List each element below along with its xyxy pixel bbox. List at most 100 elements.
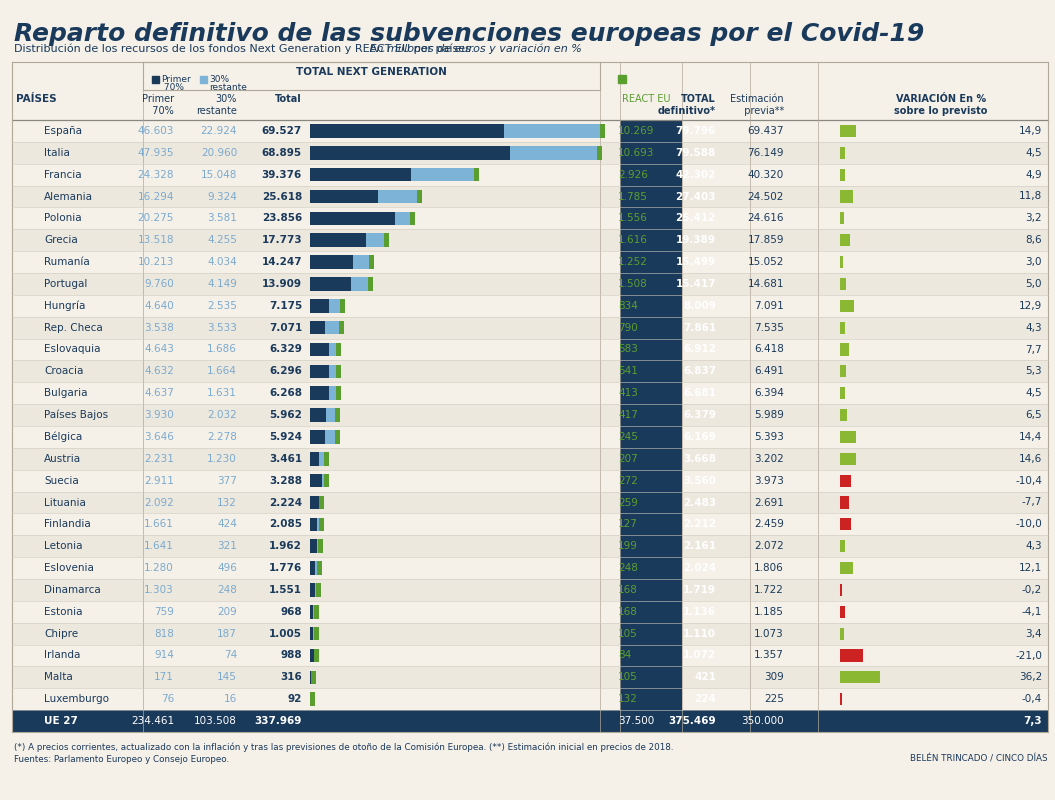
Text: 4,3: 4,3	[1025, 322, 1042, 333]
Bar	[620, 688, 682, 710]
Text: En millones de euros y variación en %: En millones de euros y variación en %	[366, 44, 582, 54]
Text: 2.535: 2.535	[207, 301, 237, 310]
Bar	[12, 251, 1048, 273]
Bar	[310, 124, 504, 138]
Bar	[620, 666, 682, 688]
Text: Austria: Austria	[44, 454, 81, 464]
Text: 5,3: 5,3	[1025, 366, 1042, 376]
Text: Primer
  70%: Primer 70%	[141, 94, 174, 115]
Text: 225: 225	[764, 694, 784, 704]
Text: 7.071: 7.071	[269, 322, 302, 333]
Text: 337.969: 337.969	[254, 716, 302, 726]
Bar	[620, 470, 682, 491]
Bar	[620, 514, 682, 535]
Text: 9.760: 9.760	[145, 279, 174, 289]
Text: 3,4: 3,4	[1025, 629, 1042, 638]
Text: 2.926: 2.926	[618, 170, 648, 180]
Bar	[310, 562, 315, 575]
Bar	[12, 514, 1048, 535]
Text: Rumanía: Rumanía	[44, 257, 90, 267]
Text: Primer: Primer	[161, 75, 191, 84]
Bar	[314, 649, 319, 662]
Text: 103.508: 103.508	[194, 716, 237, 726]
Text: 6,5: 6,5	[1025, 410, 1042, 420]
Bar	[316, 518, 319, 531]
Bar	[334, 430, 340, 444]
Bar	[12, 557, 1048, 579]
Bar	[310, 627, 313, 641]
Text: 15.417: 15.417	[675, 279, 716, 289]
Bar	[840, 387, 845, 399]
Text: 187: 187	[217, 629, 237, 638]
Bar	[310, 365, 329, 378]
Bar	[620, 535, 682, 557]
Text: 6.268: 6.268	[269, 388, 302, 398]
Bar	[320, 452, 325, 466]
Text: 8.009: 8.009	[684, 301, 716, 310]
Bar	[620, 426, 682, 448]
Text: 1.357: 1.357	[754, 650, 784, 661]
Text: 70%: 70%	[161, 82, 184, 91]
Text: 12,1: 12,1	[1019, 563, 1042, 573]
Bar	[340, 321, 345, 334]
Text: 207: 207	[618, 454, 638, 464]
Text: 1.616: 1.616	[618, 235, 648, 246]
Bar	[411, 168, 475, 182]
Bar	[12, 470, 1048, 491]
Text: 127: 127	[618, 519, 638, 530]
Bar	[316, 583, 322, 597]
Text: 988: 988	[281, 650, 302, 661]
Text: 6.681: 6.681	[683, 388, 716, 398]
Bar	[12, 273, 1048, 295]
Bar	[620, 557, 682, 579]
Text: 3.202: 3.202	[754, 454, 784, 464]
Text: 4,5: 4,5	[1025, 148, 1042, 158]
Bar	[620, 251, 682, 273]
Text: 25.412: 25.412	[675, 214, 716, 223]
Text: 3,0: 3,0	[1025, 257, 1042, 267]
Text: 84: 84	[618, 650, 631, 661]
Text: 14,6: 14,6	[1019, 454, 1042, 464]
Text: 2.072: 2.072	[754, 542, 784, 551]
Bar	[12, 164, 1048, 186]
Bar	[310, 255, 352, 269]
Text: 1.806: 1.806	[754, 563, 784, 573]
Text: 5.962: 5.962	[269, 410, 302, 420]
Text: 10.693: 10.693	[618, 148, 654, 158]
Text: Países Bajos: Países Bajos	[44, 410, 108, 420]
Bar	[12, 338, 1048, 361]
Bar	[840, 322, 845, 334]
Text: 92: 92	[288, 694, 302, 704]
Text: 7.175: 7.175	[269, 301, 302, 310]
Text: 168: 168	[618, 585, 638, 595]
Text: 245: 245	[618, 432, 638, 442]
Bar	[840, 190, 853, 202]
Bar	[840, 146, 845, 158]
Text: 15.052: 15.052	[748, 257, 784, 267]
Text: 834: 834	[618, 301, 638, 310]
Text: 5.393: 5.393	[754, 432, 784, 442]
Text: Bulgaria: Bulgaria	[44, 388, 88, 398]
Text: Portugal: Portugal	[44, 279, 88, 289]
Text: 171: 171	[154, 672, 174, 682]
Bar	[840, 366, 846, 378]
Text: 30%
restante: 30% restante	[196, 94, 237, 115]
Text: 421: 421	[694, 672, 716, 682]
Text: 9.324: 9.324	[207, 191, 237, 202]
Text: Bélgica: Bélgica	[44, 432, 82, 442]
Text: 1.136: 1.136	[683, 606, 716, 617]
Bar	[319, 518, 324, 531]
Text: 377: 377	[217, 476, 237, 486]
Text: PAÍSES: PAÍSES	[16, 94, 57, 104]
Bar	[840, 212, 844, 224]
Text: Eslovenia: Eslovenia	[44, 563, 94, 573]
Text: 68.895: 68.895	[262, 148, 302, 158]
Text: 7,7: 7,7	[1025, 345, 1042, 354]
Text: 6.169: 6.169	[684, 432, 716, 442]
Text: 6.296: 6.296	[269, 366, 302, 376]
Text: 321: 321	[217, 542, 237, 551]
Text: 4.149: 4.149	[207, 279, 237, 289]
Bar	[840, 497, 848, 509]
Text: 6.379: 6.379	[683, 410, 716, 420]
Bar	[510, 146, 597, 159]
